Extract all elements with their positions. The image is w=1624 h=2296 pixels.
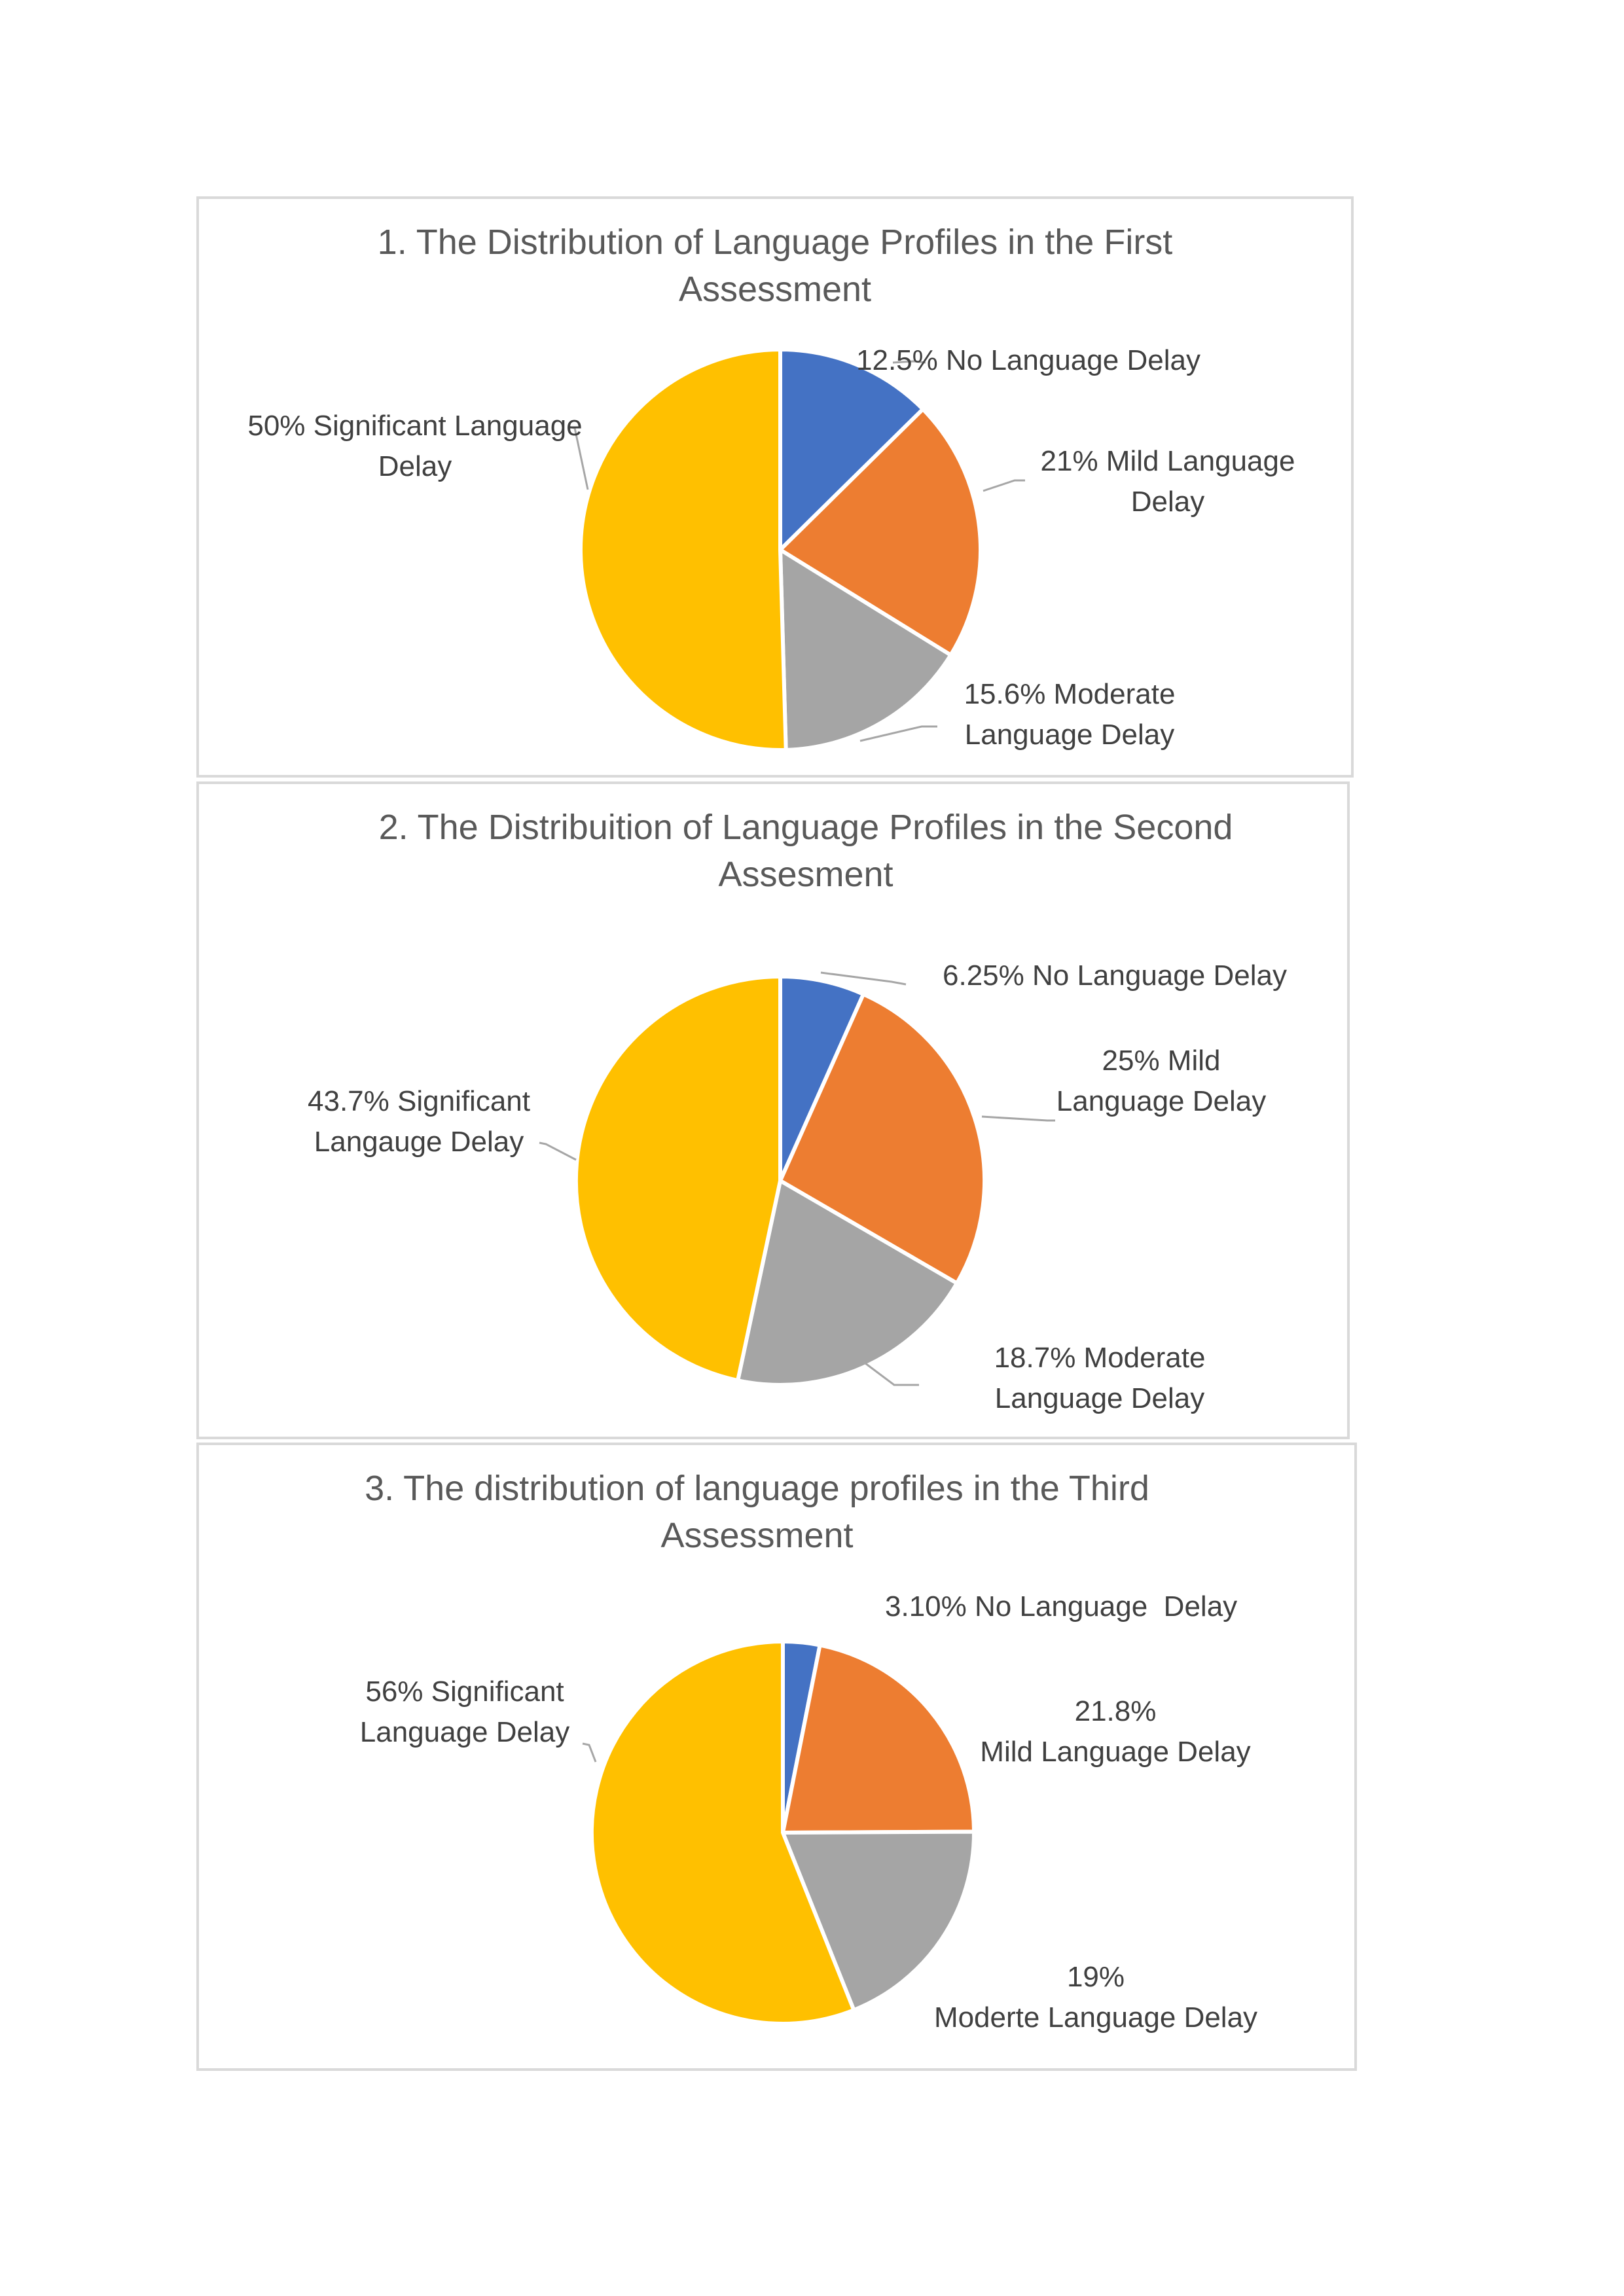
chart-1-leader-significant [568,425,589,490]
chart-3-label-moderate: 19% Moderte Language Delay [933,1961,1258,2034]
chart-3-title: 3. The distribution of language profiles… [365,1469,1149,1555]
chart-2-slice-mild [778,992,987,1285]
chart-3-leader-significant [582,1742,597,1763]
chart-2-leader-mild [981,1115,1055,1122]
chart-3-slice-mild [781,1643,976,1835]
chart-1-leader-mild [983,479,1025,492]
chart-1-slice-significant [578,348,788,752]
chart-3-pie [582,1639,977,2026]
chart-1-leader-moderate [859,725,937,742]
chart-2-slice-moderate [736,1179,959,1387]
chart-1-label-no-delay: 12.5% No Language Delay [856,344,1200,376]
chart-2-leader-no-delay [820,971,907,986]
chart-2-leader-significant [539,1141,577,1161]
chart-1-pie [568,348,1025,752]
chart-1-label-mild: 21% Mild Language Delay [1040,445,1295,518]
chart-2: 2. The Distribuition of Language Profile… [196,781,1350,1439]
chart-1-slice-moderate [778,548,953,752]
chart-1-label-moderate: 15.6% Moderate Language Delay [964,678,1176,751]
chart-2-label-significant: 43.7% Significant Langauge Delay [308,1085,530,1158]
chart-3-label-significant: 56% Significant Language Delay [359,1676,570,1748]
chart-2-slice-significant [573,975,782,1383]
chart-1-title: 1. The Distribution of Language Profiles… [377,223,1173,309]
chart-2-label-no-delay: 6.25% No Language Delay [943,960,1287,992]
chart-3-slice-moderate [781,1829,977,2013]
chart-3-label-no-delay: 3.10% No Language Delay [885,1590,1238,1623]
chart-3-label-mild: 21.8% Mild Language Delay [980,1695,1251,1768]
chart-2-leader-moderate [862,1360,919,1386]
chart-1: 1. The Distribution of Language Profiles… [196,196,1354,778]
chart-3: 3. The distribution of language profiles… [196,1443,1357,2071]
chart-1-leader-no-delay [892,360,926,364]
chart-2-label-mild: 25% Mild Language Delay [1056,1045,1267,1117]
chart-2-label-moderate: 18.7% Moderate Language Delay [994,1342,1206,1414]
chart-2-pie [539,971,1055,1387]
chart-3-slice-significant [589,1640,856,2026]
chart-2-title: 2. The Distribuition of Language Profile… [378,808,1233,894]
chart-1-slice-mild [778,407,983,657]
chart-1-slice-no-delay [778,348,925,552]
chart-1-label-significant: 50% Significant Language Delay [247,410,583,482]
